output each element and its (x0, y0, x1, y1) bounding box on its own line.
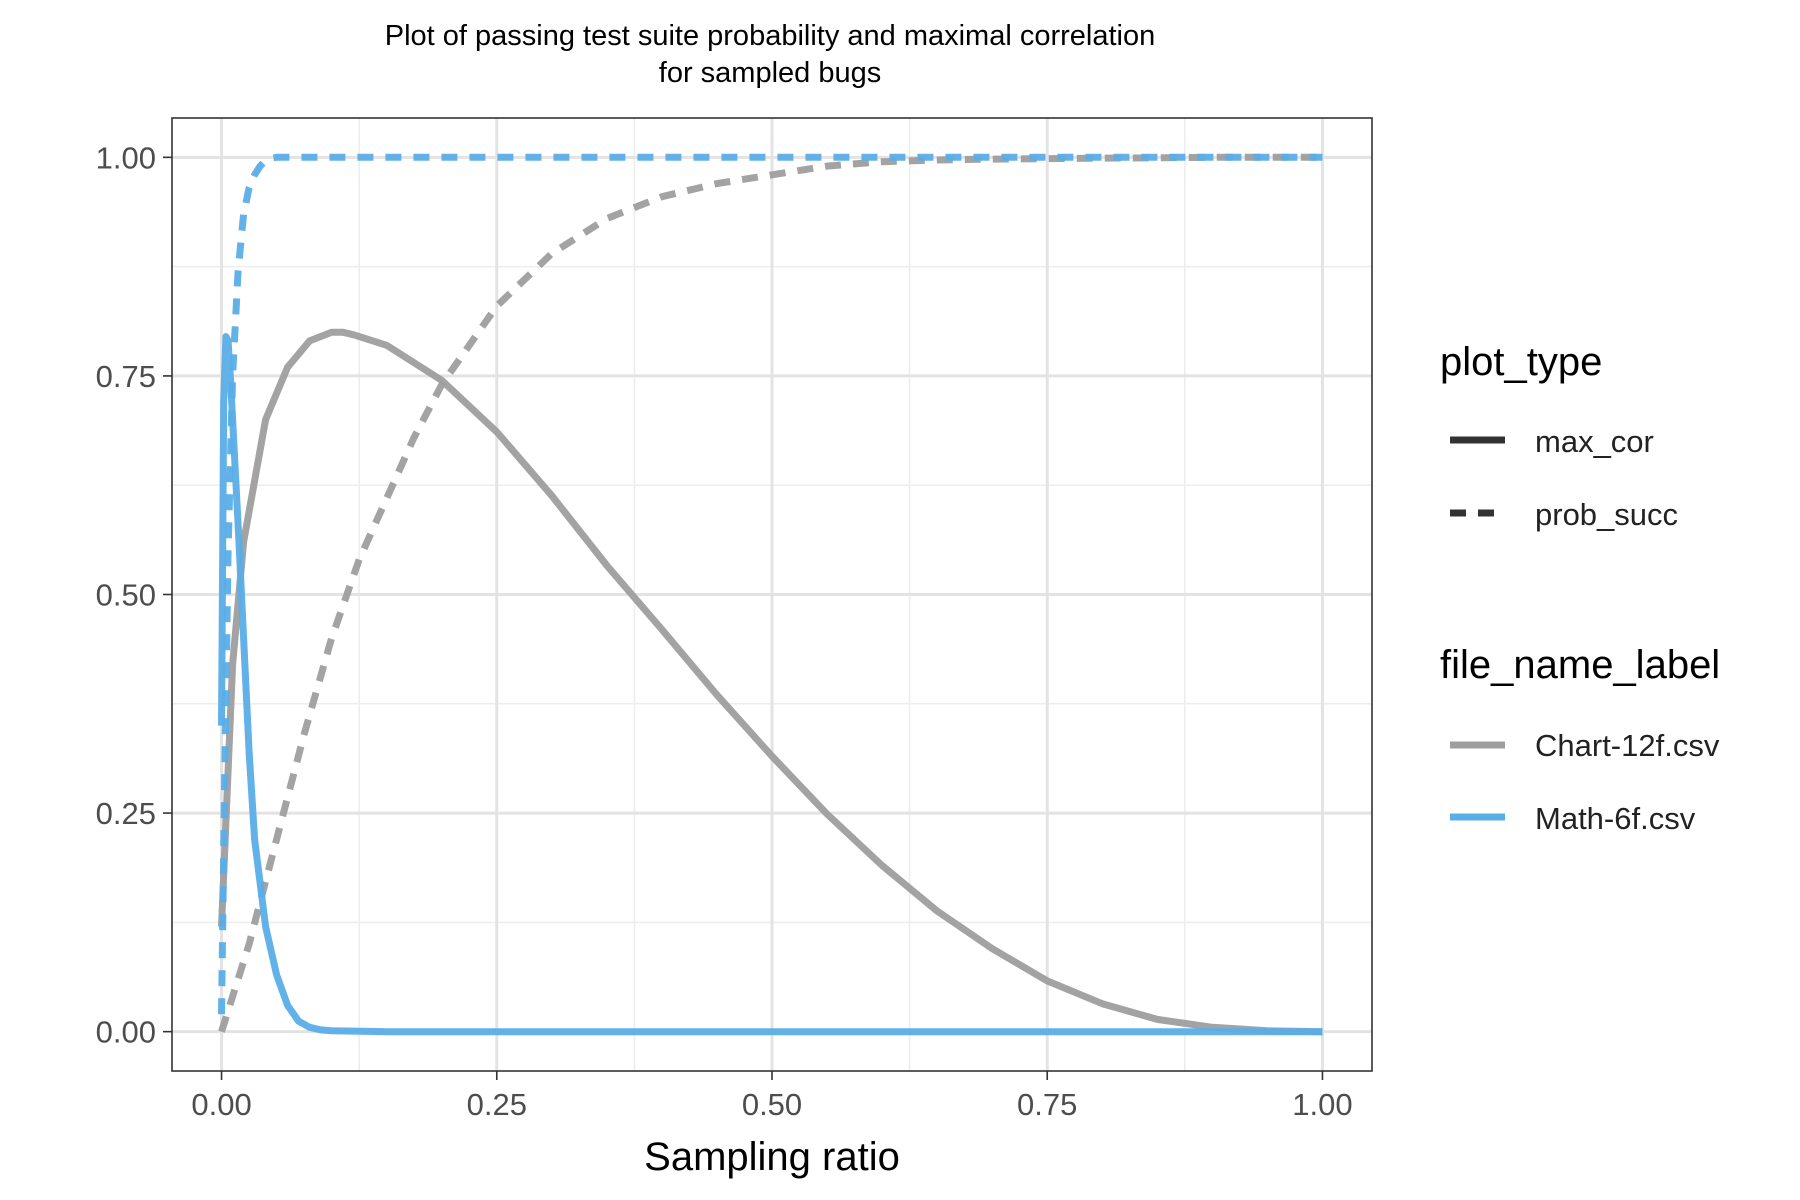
legend: plot_type max_cor prob_succ file_name_la… (1440, 340, 1720, 836)
y-tick-label: 1.00 (96, 140, 156, 175)
y-tick-label: 0.25 (96, 796, 156, 831)
y-tick-label: 0.50 (96, 578, 156, 613)
legend-label-chart-12f: Chart-12f.csv (1535, 728, 1720, 763)
plot-panel (171, 117, 1373, 1072)
legend-label-prob-succ: prob_succ (1535, 497, 1678, 532)
legend-label-math-6f: Math-6f.csv (1535, 801, 1696, 836)
x-tick-label: 0.75 (1017, 1087, 1077, 1122)
x-tick-label: 0.00 (191, 1087, 251, 1122)
x-axis: 0.00 0.25 0.50 0.75 1.00 (191, 1071, 1353, 1122)
series-chart-12f-csv-max-cor (218, 328, 1323, 1036)
y-tick-label: 0.00 (96, 1015, 156, 1050)
series-layer (218, 153, 1323, 1036)
series-math-6f-csv-prob-succ (218, 153, 1323, 1015)
series-math-6f-csv-max-cor (218, 333, 1323, 1036)
y-axis: 0.00 0.25 0.50 0.75 1.00 (96, 140, 172, 1050)
x-axis-label: Sampling ratio (644, 1135, 900, 1179)
legend-label-max-cor: max_cor (1535, 424, 1654, 459)
x-tick-label: 1.00 (1292, 1087, 1352, 1122)
chart-subtitle: for sampled bugs (659, 57, 881, 89)
legend-title-plot-type: plot_type (1440, 340, 1602, 384)
legend-title-file-name-label: file_name_label (1440, 643, 1720, 687)
y-tick-label: 0.75 (96, 359, 156, 394)
chart-title: Plot of passing test suite probability a… (385, 20, 1156, 52)
x-tick-label: 0.50 (742, 1087, 802, 1122)
x-tick-label: 0.25 (467, 1087, 527, 1122)
